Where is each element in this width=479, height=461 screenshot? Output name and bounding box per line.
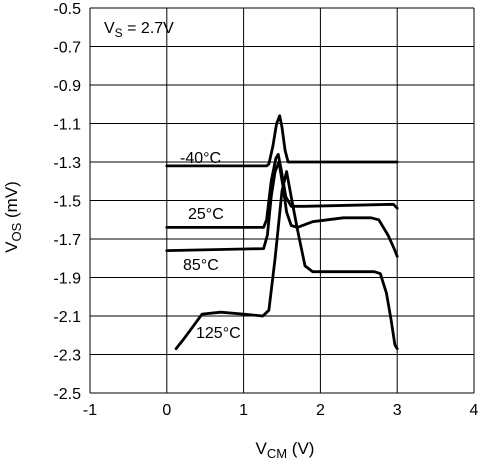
y-tick-label: -1.9: [53, 271, 81, 288]
x-tick-label: 2: [316, 402, 325, 419]
grid: [89, 7, 475, 394]
annotation-main: V: [104, 20, 115, 37]
x-tick-label: 3: [393, 402, 402, 419]
x-axis-label: VCM (V): [256, 439, 315, 461]
y-tick-label: -2.3: [53, 348, 81, 365]
y-tick-label: -2.5: [53, 386, 81, 403]
annotation-subscript: S: [115, 26, 123, 40]
series-line-85c: [165, 160, 399, 258]
series-line-125c: [174, 170, 399, 351]
series-lines: [165, 114, 399, 351]
series-label-85c: 85°C: [183, 257, 219, 274]
y-axis-label-subscript: OS: [9, 222, 24, 241]
x-tick-label: -1: [83, 402, 97, 419]
x-axis-label-main: V: [256, 439, 268, 458]
y-tick-label: -1.1: [53, 117, 81, 134]
x-tick-label: 4: [470, 402, 479, 419]
series-label-minus40c: -40°C: [180, 150, 221, 167]
tick-labels: -1 0 1 2 3 4 -0.5 -0.7 -0.9 -1.1 -1.3 -1.5 -1.7 -1.9 -…: [53, 1, 478, 419]
y-tick-label: -1.7: [53, 232, 81, 249]
y-tick-label: -1.5: [53, 194, 81, 211]
y-tick-label: -2.1: [53, 309, 81, 326]
y-tick-label: -0.5: [53, 1, 81, 18]
supply-voltage-annotation: VS = 2.7V: [104, 20, 174, 40]
x-axis-label-unit: (V): [287, 439, 314, 458]
x-tick-label: 0: [162, 402, 171, 419]
annotation-rest: = 2.7V: [123, 20, 174, 37]
y-tick-label: -0.7: [53, 40, 81, 57]
series-label-125c: 125°C: [196, 325, 241, 342]
series-label-25c: 25°C: [188, 206, 224, 223]
x-tick-label: 1: [239, 402, 248, 419]
y-axis-label-unit: (mV): [2, 181, 21, 223]
y-axis-label-main: V: [2, 241, 21, 253]
x-axis-label-subscript: CM: [267, 446, 287, 461]
y-tick-label: -1.3: [53, 155, 81, 172]
y-tick-label: -0.9: [53, 78, 81, 95]
y-axis-label: VOS (mV): [2, 181, 24, 253]
series-line-40c: [165, 114, 399, 168]
